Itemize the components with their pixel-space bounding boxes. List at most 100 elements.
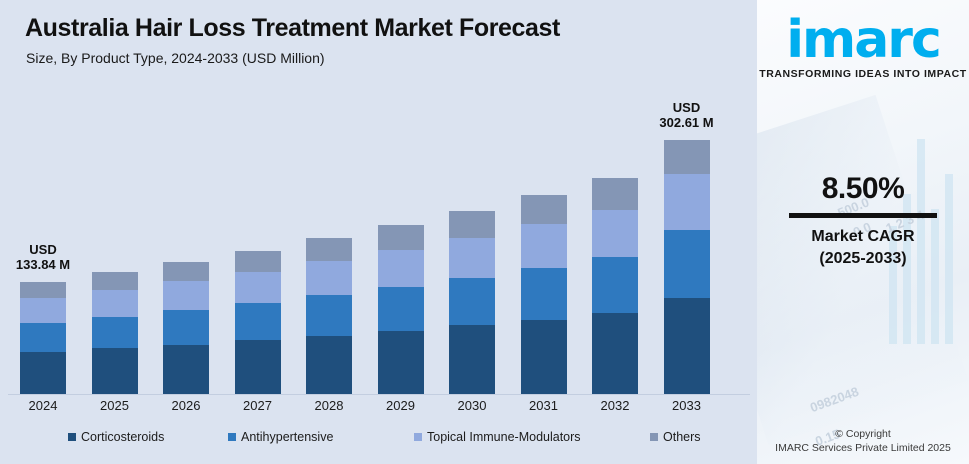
x-axis-tick-2032: 2032 [600,398,630,413]
bar-stack [20,281,66,394]
legend-swatch-icon [650,433,658,441]
bar-stack [91,272,138,394]
bar-segment-corticosteroids[interactable] [163,344,209,394]
bar-stack [449,210,495,394]
bar-segment-topical-immune-modulators[interactable] [234,271,281,304]
bar-column-2025[interactable] [80,72,150,394]
bar-segment-topical-immune-modulators[interactable] [520,224,567,268]
imarc-logo: imarc TRANSFORMING IDEAS INTO IMPACT [757,14,969,80]
bar-segment-antihypertensive[interactable] [306,295,352,336]
bar-segment-antihypertensive[interactable] [91,316,138,349]
bar-segment-topical-immune-modulators[interactable] [91,290,138,317]
x-axis-labels: 2024 2025 2026 2027 2028 2029 2030 2031 2032 2033 [0,398,757,422]
x-axis-tick-2030: 2030 [457,398,487,413]
legend-item-others[interactable]: Others [650,430,701,444]
x-axis-tick-2031: 2031 [529,398,558,413]
value-label-currency: USD [672,100,701,116]
legend-label: Topical Immune-Modulators [427,430,581,444]
bar-column-2031[interactable] [509,72,579,394]
x-axis-tick-2025: 2025 [100,398,129,413]
bar-column-2028[interactable] [294,72,364,394]
copyright-line-2: IMARC Services Private Limited 2025 [775,442,951,454]
page-title: Australia Hair Loss Treatment Market For… [25,14,560,42]
bar-stack [592,178,638,394]
cagr-label: Market CAGR [811,228,915,245]
bar-segment-corticosteroids[interactable] [377,330,424,394]
bar-segment-others[interactable] [20,281,66,299]
bar-segment-corticosteroids[interactable] [234,340,281,394]
chart-legend: Corticosteroids Antihypertensive Topical I… [0,430,757,452]
bar-column-2027[interactable] [223,72,293,394]
bar-segment-others[interactable] [449,210,495,238]
bar-segment-corticosteroids[interactable] [592,313,638,394]
x-axis-line [8,394,750,395]
bar-stack [520,195,567,394]
value-label-amount: 133.84 M [15,256,71,272]
cagr-value: 8.50% [821,172,905,205]
legend-item-corticosteroids[interactable]: Corticosteroids [68,430,164,444]
x-axis-tick-2026: 2026 [171,398,201,413]
bar-segment-others[interactable] [163,261,209,282]
bar-segment-antihypertensive[interactable] [20,322,66,352]
x-axis-tick-2033: 2033 [672,398,701,413]
chart-panel: Australia Hair Loss Treatment Market For… [0,14,757,452]
x-axis-tick-2029: 2029 [386,398,415,413]
bar-stack [163,261,209,394]
x-axis-tick-2028: 2028 [314,398,344,413]
bar-segment-antihypertensive[interactable] [234,303,281,341]
x-axis-tick-2027: 2027 [243,398,272,413]
legend-swatch-icon [414,433,422,441]
bar-segment-others[interactable] [234,250,281,272]
legend-item-antihypertensive[interactable]: Antihypertensive [228,430,333,444]
copyright-line-1: © Copyright [835,428,891,440]
bar-column-2029[interactable] [366,72,436,394]
x-axis-tick-2024: 2024 [28,398,58,413]
bar-segment-antihypertensive[interactable] [377,286,424,331]
legend-swatch-icon [68,433,76,441]
copyright-notice: © Copyright IMARC Services Private Limit… [757,427,969,455]
bar-segment-corticosteroids[interactable] [449,325,495,394]
bar-column-2030[interactable] [437,72,507,394]
bar-segment-topical-immune-modulators[interactable] [20,298,66,323]
brand-panel: 500.0 0.0 1 2 3 4 0982048 0.15 imarc TRA… [757,0,969,464]
bar-segment-others[interactable] [377,225,424,251]
legend-swatch-icon [228,433,236,441]
bar-segment-corticosteroids[interactable] [20,351,66,394]
bar-segment-others[interactable] [663,140,710,174]
bar-segment-topical-immune-modulators[interactable] [306,261,352,296]
bar-column-2032[interactable] [580,72,650,394]
legend-label: Antihypertensive [241,430,334,444]
bar-segment-corticosteroids[interactable] [306,335,352,394]
legend-item-topical-immune-modulators[interactable]: Topical Immune-Modulators [414,430,581,444]
bar-segment-topical-immune-modulators[interactable] [449,237,495,278]
bar-segment-antihypertensive[interactable] [520,267,567,320]
bar-value-label-2024: USD 133.84 M [16,242,70,272]
bar-segment-topical-immune-modulators[interactable] [592,210,638,258]
bar-column-2033[interactable] [652,72,722,394]
bar-segment-others[interactable] [592,178,638,211]
bar-segment-others[interactable] [306,238,352,262]
bar-column-2026[interactable] [151,72,221,394]
page-subtitle: Size, By Product Type, 2024-2033 (USD Mi… [26,50,325,66]
bar-stack [306,238,352,394]
bar-stack [234,250,281,394]
bar-segment-topical-immune-modulators[interactable] [163,281,209,311]
bar-segment-corticosteroids[interactable] [91,348,138,394]
bar-segment-others[interactable] [91,272,138,291]
value-label-currency: USD [29,241,57,257]
cagr-divider [789,213,937,218]
bar-segment-others[interactable] [520,195,567,225]
bar-segment-antihypertensive[interactable] [663,230,710,299]
plot-area: USD 133.84 M USD 302.61 M [0,72,757,394]
cagr-period: (2025-2033) [819,250,907,267]
bar-segment-antihypertensive[interactable] [163,310,209,345]
bar-segment-antihypertensive[interactable] [449,277,495,326]
bar-segment-antihypertensive[interactable] [592,257,638,314]
bar-segment-topical-immune-modulators[interactable] [377,250,424,287]
bar-segment-topical-immune-modulators[interactable] [663,173,710,231]
value-label-amount: 302.61 M [659,115,714,131]
bar-column-2024[interactable] [8,72,78,394]
bar-segment-corticosteroids[interactable] [520,319,567,394]
bar-segment-corticosteroids[interactable] [663,298,710,394]
